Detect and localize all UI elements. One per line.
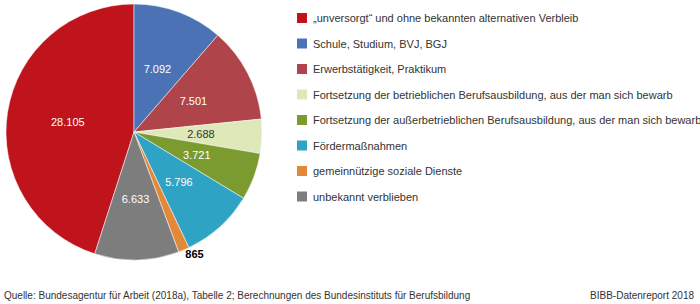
- svg-text:Fortsetzung der außerbetriebli: Fortsetzung der außerbetrieblichen Beruf…: [313, 114, 700, 126]
- svg-text:„unversorgt“ und ohne bekannte: „unversorgt“ und ohne bekannten alternat…: [313, 12, 578, 24]
- svg-text:865: 865: [185, 248, 203, 260]
- svg-text:Quelle: Bundesagentur für Arbe: Quelle: Bundesagentur für Arbeit (2018a)…: [4, 290, 470, 301]
- svg-text:7.092: 7.092: [144, 63, 172, 75]
- svg-text:5.796: 5.796: [165, 176, 193, 188]
- svg-text:BIBB-Datenreport 2018: BIBB-Datenreport 2018: [590, 290, 694, 301]
- svg-text:7.501: 7.501: [180, 95, 208, 107]
- svg-text:Fortsetzung der betrieblichen: Fortsetzung der betrieblichen Berufsausb…: [313, 89, 673, 101]
- svg-text:Schule, Studium, BVJ, BGJ: Schule, Studium, BVJ, BGJ: [313, 38, 447, 50]
- svg-text:unbekannt verblieben: unbekannt verblieben: [313, 191, 418, 203]
- svg-text:Fördermaßnahmen: Fördermaßnahmen: [313, 140, 407, 152]
- svg-text:3.721: 3.721: [183, 149, 211, 161]
- svg-text:28.105: 28.105: [51, 116, 85, 128]
- svg-text:Erwerbstätigkeit, Praktikum: Erwerbstätigkeit, Praktikum: [313, 63, 446, 75]
- svg-text:gemeinnützige soziale Dienste: gemeinnützige soziale Dienste: [313, 165, 462, 177]
- svg-text:6.633: 6.633: [122, 193, 150, 205]
- svg-text:2.688: 2.688: [187, 128, 215, 140]
